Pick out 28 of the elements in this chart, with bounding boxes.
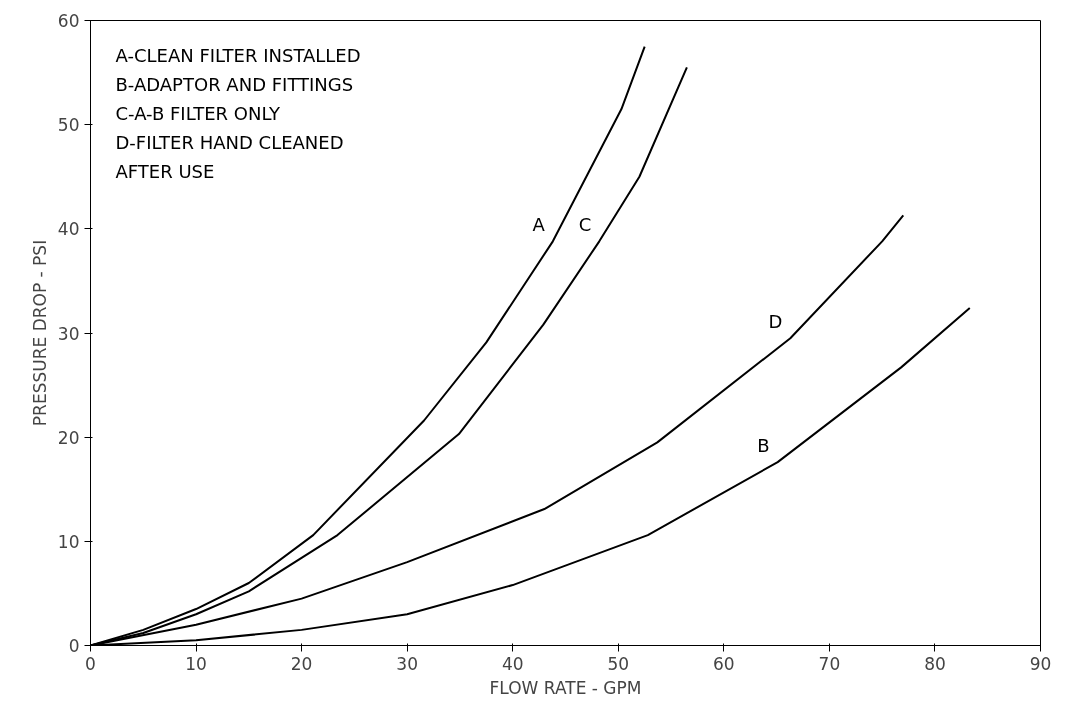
x-tick-label: 90: [1029, 653, 1052, 674]
y-tick-label: 10: [57, 531, 80, 552]
y-tick-label: 30: [57, 323, 80, 344]
annotation: D-FILTER HAND CLEANED: [115, 131, 344, 153]
y-tick-label: 50: [57, 115, 80, 136]
x-tick-label: 0: [85, 653, 96, 674]
y-tick-label: 40: [57, 219, 80, 240]
annotation: A-CLEAN FILTER INSTALLED: [115, 44, 361, 66]
x-tick-label: 10: [185, 653, 207, 674]
annotation: C-A-B FILTER ONLY: [115, 102, 282, 124]
series-label: C: [578, 214, 592, 236]
annotation: B-ADAPTOR AND FITTINGS: [115, 73, 354, 95]
x-tick-label: 40: [501, 653, 524, 674]
x-tick-label: 80: [924, 653, 946, 674]
annotation: AFTER USE: [115, 160, 215, 182]
x-tick-label: 50: [607, 653, 630, 674]
x-tick-label: 20: [290, 653, 313, 674]
series-label: D: [768, 311, 783, 333]
x-axis-title: FLOW RATE - GPM: [489, 677, 642, 698]
y-axis-title: PRESSURE DROP - PSI: [29, 239, 50, 427]
series-label: A: [532, 214, 546, 236]
x-tick-label: 70: [818, 653, 841, 674]
y-tick-label: 20: [57, 427, 80, 448]
series-label: B: [757, 435, 770, 457]
x-tick-label: 30: [396, 653, 418, 674]
y-tick-label: 60: [57, 11, 80, 31]
x-tick-label: 60: [713, 653, 735, 674]
y-tick-label: 0: [68, 636, 80, 656]
